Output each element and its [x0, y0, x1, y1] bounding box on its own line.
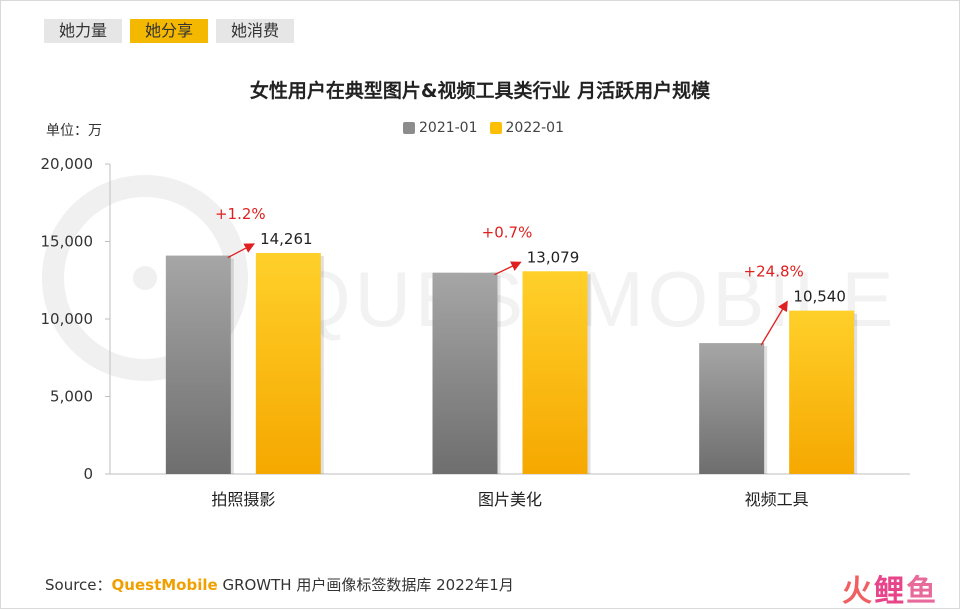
source-brand: QuestMobile	[111, 576, 218, 594]
legend: 2021-01 2022-01	[403, 120, 564, 136]
y-tick-label: 20,000	[41, 155, 94, 173]
bar-2022	[255, 252, 321, 474]
y-tick-label: 15,000	[41, 233, 94, 251]
legend-item-2021: 2021-01	[403, 120, 478, 136]
growth-label: +0.7%	[482, 223, 533, 241]
growth-label: +1.2%	[215, 205, 266, 223]
bar-2021	[165, 255, 231, 474]
legend-swatch-2021	[403, 122, 415, 134]
legend-item-2022: 2022-01	[489, 120, 565, 136]
chart-title: 女性用户在典型图片&视频工具类行业 月活跃用户规模	[249, 80, 711, 102]
corner-logo-char-2: 鲤	[874, 574, 906, 609]
growth-arrow	[227, 243, 255, 259]
x-tick-label: 图片美化	[478, 490, 542, 509]
source-text: GROWTH 用户画像标签数据库 2022年1月	[222, 576, 514, 594]
tab-her-share[interactable]: 她分享	[130, 19, 209, 43]
tab-her-power[interactable]: 她力量	[44, 19, 123, 43]
source-note: Source：QuestMobile GROWTH 用户画像标签数据库 2022…	[45, 574, 514, 595]
y-tick-label: 10,000	[41, 310, 94, 328]
legend-label-2022: 2022-01	[505, 120, 565, 136]
bar-2022	[789, 310, 855, 474]
y-tick-label: 5,000	[50, 388, 93, 406]
growth-arrow	[760, 300, 788, 346]
y-tick-label: 0	[83, 465, 93, 483]
x-tick-label: 视频工具	[745, 490, 809, 509]
growth-label: +24.8%	[744, 263, 804, 281]
corner-logo-char-3: 鱼	[906, 574, 938, 609]
bar-2021	[432, 272, 498, 474]
data-label: 14,261	[260, 230, 313, 248]
bar-2021	[699, 343, 765, 474]
growth-arrow	[494, 261, 522, 276]
corner-logo: 火鲤鱼	[842, 566, 938, 610]
corner-logo-char-1: 火	[842, 574, 874, 609]
data-label: 10,540	[793, 288, 846, 306]
unit-label: 单位：万	[46, 123, 102, 139]
bar-2022	[522, 271, 588, 474]
data-label: 13,079	[527, 248, 580, 266]
legend-swatch-2022	[489, 122, 502, 134]
source-prefix: Source：	[45, 576, 112, 594]
tab-her-consumption[interactable]: 她消费	[216, 19, 295, 43]
legend-label-2021: 2021-01	[419, 120, 478, 136]
x-tick-label: 拍照摄影	[211, 490, 275, 509]
tab-bar: 她力量 她分享 她消费	[44, 19, 295, 43]
